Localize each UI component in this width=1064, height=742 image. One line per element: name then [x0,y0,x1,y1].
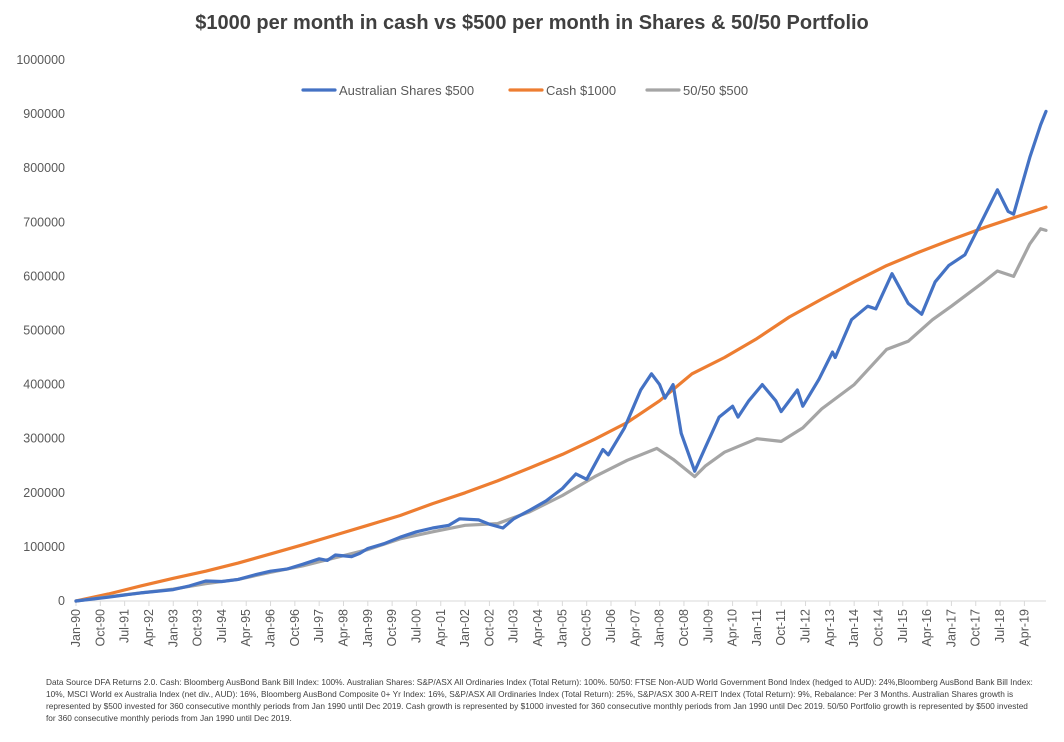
x-tick-label: Jan-96 [264,609,278,647]
y-tick-label: 1000000 [16,53,65,67]
series-line-cash-1000 [74,205,1048,603]
x-tick-label: Oct-96 [288,609,302,647]
legend: Australian Shares $500 Cash $1000 50/50 $5… [301,83,748,98]
x-tick-label: Jan-14 [847,609,861,647]
x-tick-label: Jan-93 [166,609,180,647]
legend-label: 50/50 $500 [683,83,748,98]
x-tick-label: Jan-11 [750,609,764,646]
x-tick-label: Jul-09 [701,609,715,643]
x-tick-label: Jul-18 [993,609,1007,643]
x-tick-label: Jul-91 [118,609,132,643]
x-tick-label: Jul-97 [312,609,326,643]
x-tick-label: Jan-17 [944,609,958,647]
x-tick-label: Oct-11 [774,609,788,646]
x-tick-label: Apr-13 [823,609,837,647]
x-tick-label: Apr-10 [726,609,740,647]
chart-title: $1000 per month in cash vs $500 per mont… [195,12,869,34]
x-tick-label: Oct-90 [93,609,107,647]
x-axis: Jan-90 Oct-90 Jul-91 Apr-92 Jan-93 Oct-93 Jul-… [69,600,1046,647]
x-tick-label: Jul-15 [896,609,910,643]
x-tick-label: Apr-01 [434,609,448,647]
x-tick-label: Jul-94 [215,609,229,643]
x-tick-label: Jan-02 [458,609,472,647]
x-tick-label: Jul-00 [409,609,423,643]
y-tick-label: 200000 [23,486,65,500]
series-line-australian-shares-500 [74,109,1048,603]
x-tick-label: Oct-93 [191,609,205,647]
y-tick-label: 100000 [23,540,65,554]
x-tick-label: Jan-99 [361,609,375,647]
y-tick-label: 600000 [23,269,65,283]
x-tick-label: Oct-02 [482,609,496,647]
x-tick-label: Jan-90 [69,609,83,647]
x-tick-label: Oct-08 [677,609,691,647]
x-tick-label: Oct-05 [580,609,594,647]
x-tick-label: Apr-07 [628,609,642,647]
x-tick-label: Jul-03 [507,609,521,643]
x-tick-label: Jul-06 [604,609,618,643]
x-tick-label: Apr-92 [142,609,156,647]
x-tick-label: Apr-95 [239,609,253,647]
x-tick-label: Jul-12 [799,609,813,643]
x-tick-label: Oct-17 [969,609,983,647]
y-tick-label: 0 [58,594,65,608]
x-tick-label: Apr-16 [920,609,934,647]
y-tick-label: 800000 [23,161,65,175]
x-tick-label: Apr-19 [1017,609,1031,647]
x-tick-label: Oct-14 [871,609,885,647]
y-tick-label: 300000 [23,432,65,446]
x-tick-label: Apr-04 [531,609,545,647]
x-tick-label: Oct-99 [385,609,399,647]
y-axis: 0 100000 200000 300000 400000 500000 600000 700… [16,53,65,608]
footnote: Data Source DFA Returns 2.0. Cash: Bloom… [46,677,1033,723]
x-tick-label: Apr-98 [336,609,350,647]
y-tick-label: 900000 [23,107,65,121]
legend-label: Australian Shares $500 [339,83,474,98]
series-line-50-50-500 [74,227,1048,603]
y-tick-label: 400000 [23,378,65,392]
y-tick-label: 700000 [23,215,65,229]
y-tick-label: 500000 [23,324,65,338]
x-tick-label: Jan-05 [555,609,569,647]
series-layer [74,109,1048,603]
legend-label: Cash $1000 [546,83,616,98]
x-tick-label: Jan-08 [653,609,667,647]
